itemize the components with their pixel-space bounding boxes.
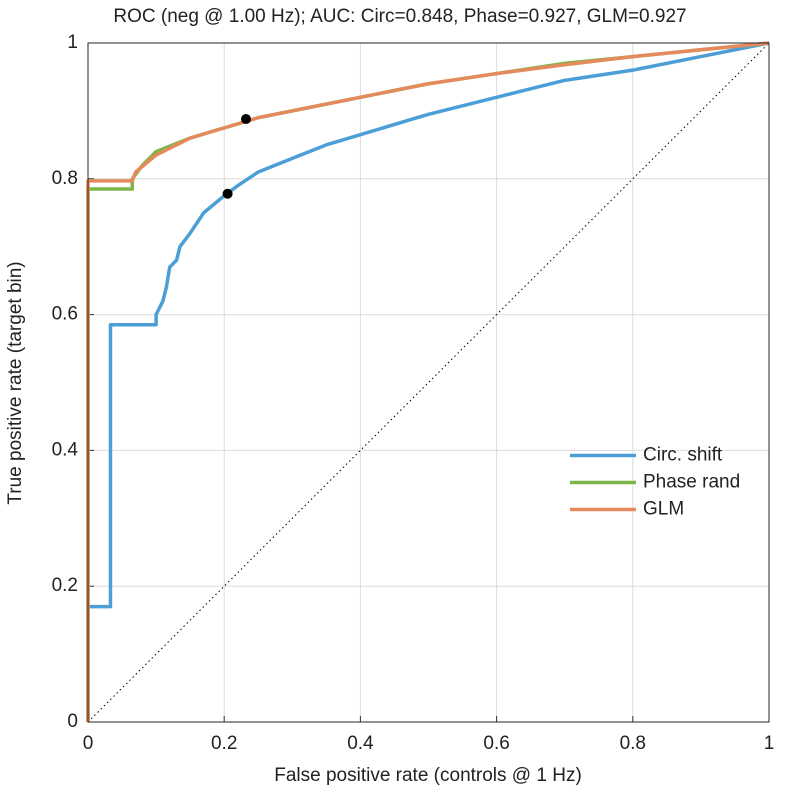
x-tick-label: 0.4	[347, 733, 374, 754]
marker	[222, 188, 233, 199]
legend-label: Circ. shift	[643, 445, 723, 466]
marker	[240, 114, 251, 125]
y-tick-label: 0.8	[52, 168, 78, 189]
series-line	[86, 41, 770, 722]
axes-box	[87, 42, 770, 723]
x-axis-label: False positive rate (controls @ 1 Hz)	[274, 765, 582, 786]
y-tick-label: 0	[67, 711, 78, 732]
legend-label: GLM	[643, 499, 684, 520]
chart-title: ROC (neg @ 1.00 Hz); AUC: Circ=0.848, Ph…	[113, 6, 686, 27]
x-tick-label: 1	[764, 733, 775, 754]
x-tick-label: 0.6	[483, 733, 509, 754]
y-axis-label: True positive rate (target bin)	[5, 261, 26, 504]
reference-line	[87, 42, 770, 723]
y-tick-label: 0.4	[52, 439, 79, 460]
x-tick-label: 0.8	[620, 733, 646, 754]
legend-label: Phase rand	[643, 472, 740, 493]
x-tick-label: 0	[83, 733, 94, 754]
y-tick-label: 0.2	[52, 575, 78, 596]
y-tick-label: 0.6	[52, 304, 78, 325]
series-line	[86, 41, 770, 722]
y-tick-label: 1	[67, 32, 78, 53]
x-tick-label: 0.2	[211, 733, 237, 754]
